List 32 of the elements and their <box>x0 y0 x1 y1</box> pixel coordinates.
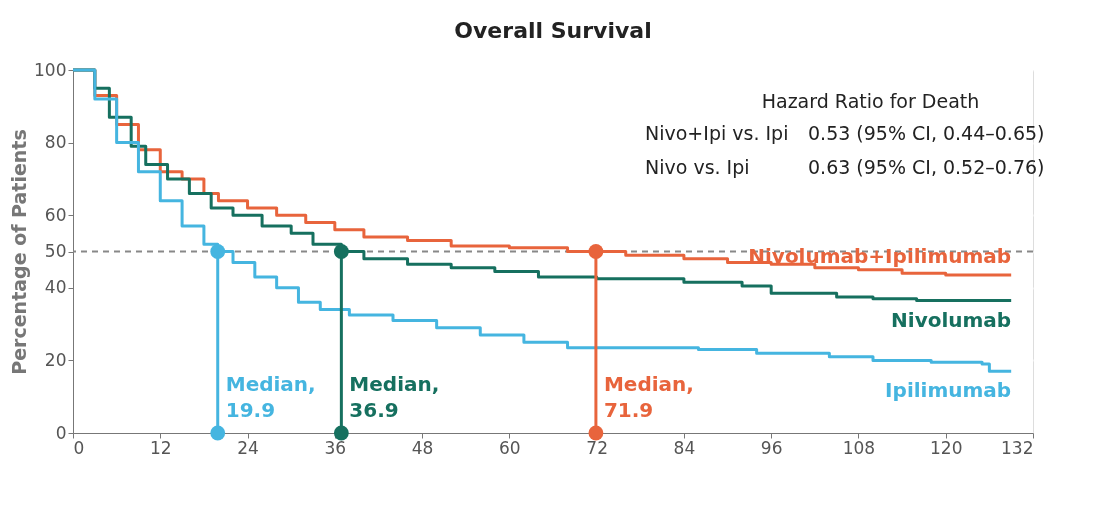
x-tick-label: 36 <box>324 437 347 458</box>
x-tick-label: 72 <box>586 437 608 458</box>
x-tick-label: 84 <box>673 437 696 458</box>
x-tick-label: 96 <box>760 437 783 458</box>
x-tick-label: 132 <box>1001 437 1034 458</box>
x-tick-label: 120 <box>930 437 963 458</box>
y-tick-label: 50 <box>44 241 67 261</box>
series-label: Nivolumab+Ipilimumab <box>748 244 1012 269</box>
annotation: Median, 71.9 <box>603 372 694 422</box>
x-tick-label: 108 <box>842 437 876 458</box>
chart-title: Overall Survival <box>454 18 652 43</box>
annotation: Hazard Ratio for Death <box>761 90 980 112</box>
annotation: Nivo+Ipi vs. Ipi <box>645 122 789 144</box>
x-tick-label: 12 <box>149 437 172 458</box>
y-tick-label: 80 <box>44 132 67 153</box>
y-axis-title: Percentage of Patients <box>8 129 31 375</box>
y-tick-label: 0 <box>55 422 67 443</box>
y-tick-label: 40 <box>44 277 67 298</box>
series-label: Nivolumab <box>891 307 1012 332</box>
series-label: Ipilimumab <box>885 378 1012 403</box>
y-tick-label: 20 <box>44 349 67 370</box>
annotation: 0.63 (95% CI, 0.52–0.76) <box>808 156 1045 178</box>
y-tick-label: 60 <box>44 204 67 225</box>
x-tick-label: 24 <box>237 437 259 458</box>
annotation: Median, 19.9 <box>225 372 316 422</box>
annotation: Median, 36.9 <box>349 372 440 422</box>
x-tick-label: 0 <box>73 437 85 458</box>
y-tick-label: 100 <box>34 59 67 80</box>
annotation: Nivo vs. Ipi <box>645 156 750 178</box>
x-tick-label: 48 <box>411 437 434 458</box>
x-tick-label: 60 <box>499 437 521 458</box>
annotation: 0.53 (95% CI, 0.44–0.65) <box>808 122 1045 144</box>
